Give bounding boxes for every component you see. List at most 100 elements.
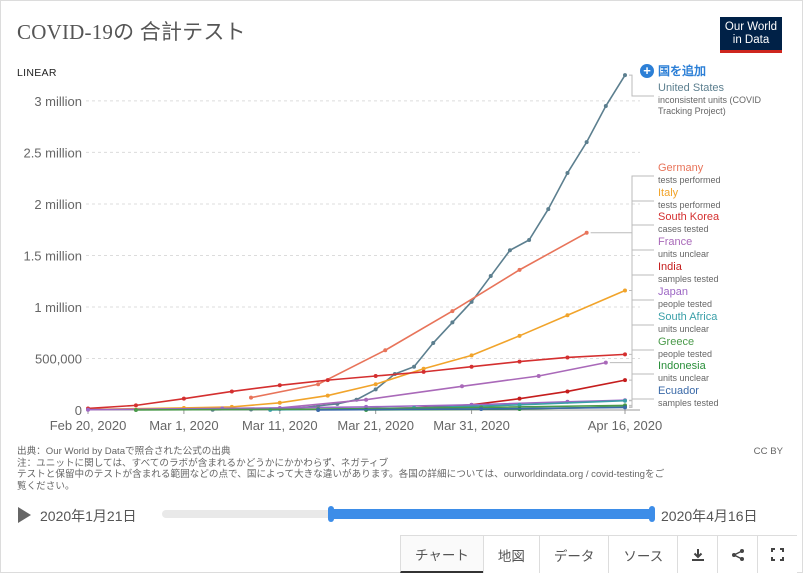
tab-chart[interactable]: チャート: [400, 536, 483, 573]
data-point: [565, 389, 570, 394]
legend-note: people tested: [658, 349, 712, 359]
timeline-selected-range: [331, 509, 652, 519]
legend-label: Japan: [658, 286, 688, 298]
data-point: [517, 333, 522, 338]
play-icon[interactable]: [18, 507, 31, 523]
timeline-end-handle[interactable]: [649, 506, 655, 522]
data-point: [517, 267, 522, 272]
data-point: [277, 383, 282, 388]
legend-label: France: [658, 236, 692, 248]
series-line-japan: [87, 399, 626, 411]
tab-map[interactable]: 地図: [482, 536, 539, 573]
source-line-3: テストと保留中のテストが含まれる範囲などの点で、国によって大きな違いがあります。…: [17, 469, 665, 481]
data-point: [517, 402, 522, 407]
data-point: [431, 341, 436, 346]
data-point: [277, 400, 282, 405]
data-point: [546, 207, 551, 212]
add-country-button[interactable]: + 国を追加: [640, 62, 706, 79]
data-point: [316, 382, 321, 387]
legend-note: cases tested: [658, 224, 709, 234]
legend-label: Germany: [658, 162, 704, 174]
view-tabs: チャート 地図 データ ソース: [400, 535, 798, 573]
data-point: [623, 288, 627, 293]
data-point: [584, 140, 589, 145]
x-tick-label: Feb 20, 2020: [50, 418, 127, 433]
footnote: 出典：Our World by Dataで照合された公式の出典 注：ユニットに関…: [17, 446, 787, 492]
download-icon: [691, 548, 704, 561]
y-tick-label: 3 million: [34, 94, 82, 109]
data-point: [459, 384, 464, 389]
data-point: [565, 355, 570, 360]
share-button[interactable]: [717, 536, 758, 573]
legend-connector: [629, 200, 654, 291]
legend-note: people tested: [658, 299, 712, 309]
series-line-south-korea: [87, 353, 626, 410]
data-point: [479, 406, 484, 411]
legend-connector: [629, 224, 654, 355]
data-point: [373, 374, 378, 378]
data-point: [536, 374, 541, 378]
data-point: [249, 395, 254, 400]
legend-label: South Korea: [658, 211, 720, 223]
data-point: [488, 274, 493, 279]
data-point: [383, 348, 388, 353]
data-point: [133, 403, 138, 408]
x-tick-label: Apr 16, 2020: [588, 418, 662, 433]
tab-table[interactable]: データ: [538, 536, 609, 573]
timeline-start-date: 2020年1月21日: [40, 508, 137, 524]
data-point: [450, 320, 455, 325]
download-button[interactable]: [677, 536, 718, 573]
legend-connector: [629, 398, 654, 408]
data-point: [507, 248, 512, 253]
data-point: [623, 398, 627, 403]
data-point: [623, 73, 627, 78]
legend-label: Italy: [658, 187, 679, 199]
data-point: [325, 393, 330, 398]
series-line-germany: [250, 232, 588, 399]
data-point: [421, 369, 426, 374]
data-point: [316, 407, 321, 412]
legend-note: inconsistent units (COVID: [658, 95, 762, 105]
y-tick-label: 2.5 million: [23, 145, 82, 160]
x-tick-label: Mar 21, 2020: [337, 418, 414, 433]
y-tick-label: 1.5 million: [23, 248, 82, 263]
legend-note: units unclear: [658, 249, 709, 259]
data-point: [421, 366, 426, 371]
fullscreen-button[interactable]: [757, 536, 798, 573]
y-tick-label: 500,000: [35, 351, 82, 366]
legend-note: units unclear: [658, 324, 709, 334]
legend-label: Ecuador: [658, 385, 699, 397]
data-point: [584, 230, 589, 235]
plus-icon: +: [640, 63, 654, 78]
line-chart: 0 500,000 1 million 1.5 million 2 million 2.5…: [23, 73, 762, 433]
source-line-4: 覧ください。: [17, 480, 75, 492]
legend-note: units unclear: [658, 373, 709, 383]
owid-logo[interactable]: Our World in Data: [720, 17, 782, 53]
y-tick-label: 2 million: [34, 197, 82, 212]
fullscreen-icon: [771, 548, 785, 561]
legend-label: India: [658, 261, 683, 273]
legend-note: samples tested: [658, 274, 719, 284]
tab-sources[interactable]: ソース: [608, 536, 678, 573]
source-line-2: 注：ユニットに関しては、すべてのラボが含まれるかどうかにかかわらず、ネガティブ: [17, 457, 389, 469]
series-line-united-states: [212, 74, 626, 411]
data-point: [325, 378, 330, 383]
legend-label: South Africa: [658, 311, 718, 323]
scale-toggle[interactable]: LINEAR: [17, 67, 57, 79]
legend-connector: [629, 324, 654, 402]
legend-note: samples tested: [658, 398, 719, 408]
data-point: [364, 397, 369, 402]
series-line-italy: [87, 289, 626, 411]
legend-note: Tracking Project): [658, 106, 726, 116]
timeline-end-date: 2020年4月16日: [661, 508, 758, 524]
data-point: [565, 171, 570, 176]
license-link[interactable]: CC BY: [753, 446, 783, 457]
timeline: 2020年1月21日 2020年4月16日: [0, 498, 803, 532]
legend-connector: [629, 274, 654, 381]
data-point: [517, 396, 522, 401]
legend-connector: [629, 74, 654, 97]
data-point: [181, 396, 186, 401]
timeline-start-handle[interactable]: [328, 506, 335, 522]
data-point: [133, 407, 138, 412]
share-icon: [731, 548, 744, 561]
